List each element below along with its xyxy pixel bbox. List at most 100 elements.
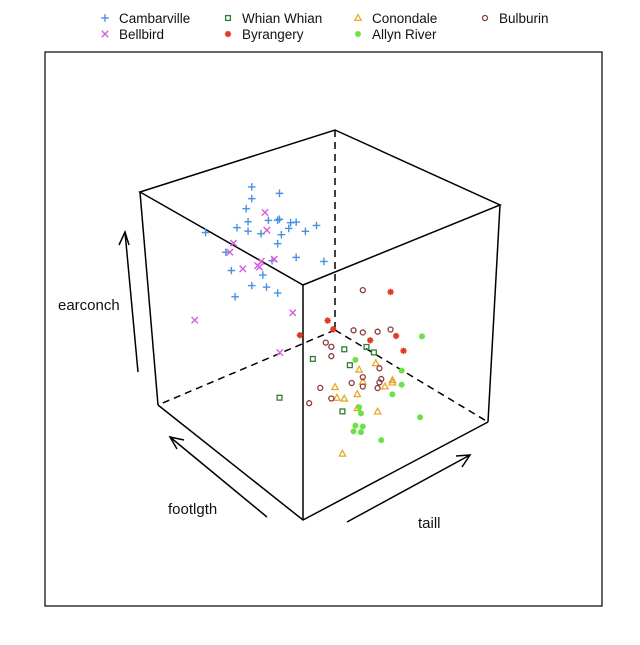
legend-item: Byrangery bbox=[224, 27, 304, 42]
data-point bbox=[244, 227, 252, 235]
legend-label: Whian Whian bbox=[242, 11, 322, 26]
cube-top-face bbox=[138, 129, 502, 286]
series-allyn-river bbox=[350, 333, 425, 444]
data-point bbox=[328, 395, 335, 402]
data-point bbox=[222, 248, 230, 257]
legend-label: Bulburin bbox=[499, 11, 549, 26]
series-bellbird bbox=[191, 208, 297, 357]
data-point bbox=[284, 224, 293, 233]
legend-label: Bellbird bbox=[119, 27, 164, 42]
legend-item: Allyn River bbox=[355, 27, 437, 42]
data-point bbox=[324, 317, 331, 324]
data-point bbox=[261, 208, 269, 217]
cube-box bbox=[138, 129, 502, 521]
data-point bbox=[376, 379, 383, 386]
axis-arrows bbox=[118, 229, 472, 523]
legend-item: Bellbird bbox=[101, 27, 164, 42]
legend-item: Cambarville bbox=[101, 11, 190, 26]
data-point bbox=[263, 226, 271, 234]
data-point bbox=[305, 400, 313, 407]
data-point bbox=[398, 367, 405, 374]
data-point bbox=[255, 263, 264, 271]
cube-hidden-edge-left bbox=[157, 329, 336, 406]
series-cambarville bbox=[201, 183, 328, 301]
data-point bbox=[392, 332, 400, 340]
data-point bbox=[350, 428, 357, 435]
data-point bbox=[247, 183, 256, 191]
taill-axis-label: taill bbox=[418, 515, 441, 532]
legend-symbol-plus-icon bbox=[101, 14, 109, 22]
data-point bbox=[226, 248, 234, 256]
legend-symbol-triangle-icon bbox=[353, 13, 363, 22]
data-point bbox=[273, 289, 282, 297]
legend-item: Conondale bbox=[353, 11, 437, 26]
data-point bbox=[352, 422, 359, 429]
data-point bbox=[359, 287, 366, 294]
data-point bbox=[320, 257, 328, 266]
data-point bbox=[387, 288, 394, 296]
data-point bbox=[389, 391, 396, 398]
data-point bbox=[247, 194, 256, 203]
data-point bbox=[270, 255, 278, 263]
data-point bbox=[312, 221, 321, 230]
data-point bbox=[292, 218, 300, 226]
data-point bbox=[330, 326, 337, 333]
data-point bbox=[227, 266, 236, 275]
data-point bbox=[374, 384, 381, 392]
data-point bbox=[352, 389, 362, 398]
data-point bbox=[328, 353, 335, 360]
series-whian-whian bbox=[276, 343, 377, 415]
legend-symbol-cross-icon bbox=[101, 30, 109, 38]
data-point bbox=[292, 253, 300, 262]
data-point bbox=[273, 239, 282, 248]
data-point bbox=[356, 404, 363, 411]
data-point bbox=[309, 355, 316, 362]
earconch-arrow bbox=[118, 229, 139, 373]
panel-border bbox=[44, 51, 603, 607]
data-point bbox=[339, 393, 349, 402]
data-point bbox=[400, 347, 407, 355]
data-point bbox=[275, 215, 284, 223]
data-point bbox=[370, 349, 377, 356]
data-point bbox=[359, 329, 366, 336]
legend-item: Bulburin bbox=[481, 11, 549, 26]
legend-label: Byrangery bbox=[242, 27, 304, 42]
legend-symbol-circle-icon bbox=[481, 14, 489, 22]
data-point bbox=[317, 384, 324, 392]
data-point bbox=[357, 429, 364, 436]
legend-symbol-square-icon bbox=[224, 14, 232, 22]
legend-label: Cambarville bbox=[119, 11, 190, 26]
data-point bbox=[388, 377, 397, 386]
data-point bbox=[371, 358, 381, 367]
data-point bbox=[380, 381, 390, 390]
data-point bbox=[378, 437, 385, 444]
data-point bbox=[257, 229, 265, 238]
data-point bbox=[354, 364, 364, 373]
data-point bbox=[359, 373, 366, 381]
data-point bbox=[276, 348, 284, 357]
data-point bbox=[242, 204, 250, 213]
data-point bbox=[244, 217, 252, 226]
legend-symbol-asterisk-icon bbox=[224, 30, 232, 38]
data-point bbox=[341, 346, 348, 353]
data-point bbox=[398, 381, 405, 388]
data-point bbox=[363, 343, 370, 350]
data-point bbox=[247, 281, 256, 290]
legend-label: Allyn River bbox=[372, 27, 437, 42]
data-point bbox=[264, 216, 273, 225]
data-point bbox=[233, 223, 241, 232]
data-point bbox=[296, 332, 304, 339]
data-point bbox=[332, 393, 342, 401]
legend-item: Whian Whian bbox=[224, 11, 322, 26]
data-point bbox=[330, 382, 340, 391]
data-point bbox=[239, 265, 247, 273]
data-point bbox=[275, 189, 284, 198]
data-point bbox=[289, 309, 297, 317]
data-point bbox=[352, 356, 359, 363]
data-point bbox=[339, 408, 346, 415]
data-point bbox=[367, 337, 374, 344]
data-point bbox=[191, 316, 199, 324]
data-point bbox=[350, 327, 357, 334]
footlgth-axis-label: footlgth bbox=[168, 501, 217, 518]
